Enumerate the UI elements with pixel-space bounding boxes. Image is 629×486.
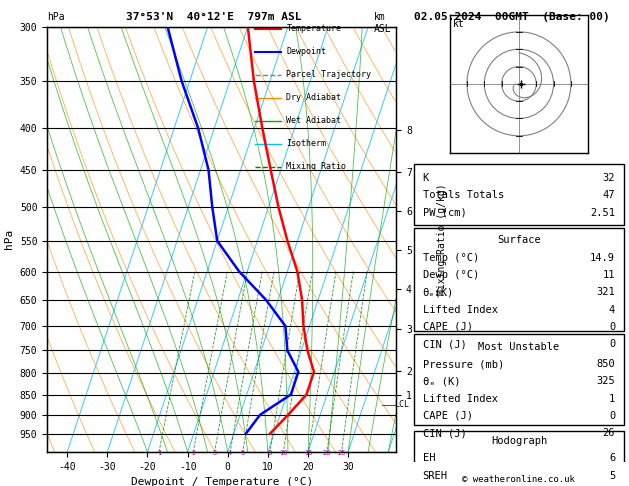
Text: 325: 325 bbox=[596, 376, 615, 386]
Y-axis label: hPa: hPa bbox=[4, 229, 14, 249]
FancyBboxPatch shape bbox=[414, 228, 624, 331]
Text: Totals Totals: Totals Totals bbox=[423, 191, 504, 200]
Text: θₑ (K): θₑ (K) bbox=[423, 376, 460, 386]
Text: 15: 15 bbox=[304, 450, 313, 455]
Text: 6: 6 bbox=[609, 453, 615, 463]
Text: Most Unstable: Most Unstable bbox=[478, 342, 560, 352]
Text: LCL: LCL bbox=[394, 400, 409, 409]
Text: 4: 4 bbox=[228, 450, 232, 455]
Text: 10: 10 bbox=[279, 450, 287, 455]
Text: 5: 5 bbox=[609, 470, 615, 481]
FancyBboxPatch shape bbox=[414, 334, 624, 425]
Text: Isotherm: Isotherm bbox=[286, 139, 326, 148]
Text: Temp (°C): Temp (°C) bbox=[423, 253, 479, 263]
Text: 25: 25 bbox=[337, 450, 346, 455]
Text: 0: 0 bbox=[609, 339, 615, 349]
Text: SREH: SREH bbox=[423, 470, 448, 481]
Text: Wet Adiabat: Wet Adiabat bbox=[286, 116, 342, 125]
Text: 5: 5 bbox=[240, 450, 245, 455]
Text: 47: 47 bbox=[603, 191, 615, 200]
Text: EH: EH bbox=[423, 453, 435, 463]
X-axis label: Dewpoint / Temperature (°C): Dewpoint / Temperature (°C) bbox=[131, 477, 313, 486]
Text: hPa: hPa bbox=[47, 12, 65, 22]
Text: CAPE (J): CAPE (J) bbox=[423, 322, 472, 332]
Text: 20: 20 bbox=[323, 450, 331, 455]
Text: 3: 3 bbox=[213, 450, 216, 455]
Text: Lifted Index: Lifted Index bbox=[423, 394, 498, 404]
FancyBboxPatch shape bbox=[414, 432, 624, 486]
Text: 1: 1 bbox=[157, 450, 161, 455]
Text: Dry Adiabat: Dry Adiabat bbox=[286, 93, 342, 102]
Text: km
ASL: km ASL bbox=[374, 12, 392, 34]
Text: θₑ(K): θₑ(K) bbox=[423, 287, 454, 297]
Text: 321: 321 bbox=[596, 287, 615, 297]
Text: 2.51: 2.51 bbox=[590, 208, 615, 218]
Text: © weatheronline.co.uk: © weatheronline.co.uk bbox=[462, 474, 576, 484]
Text: Dewpoint: Dewpoint bbox=[286, 47, 326, 56]
Text: Dewp (°C): Dewp (°C) bbox=[423, 270, 479, 280]
Text: 4: 4 bbox=[609, 305, 615, 314]
Text: 850: 850 bbox=[596, 359, 615, 369]
Text: Parcel Trajectory: Parcel Trajectory bbox=[286, 70, 371, 79]
Text: 1: 1 bbox=[609, 394, 615, 404]
Text: Surface: Surface bbox=[497, 235, 541, 245]
FancyBboxPatch shape bbox=[414, 164, 624, 225]
Text: 14.9: 14.9 bbox=[590, 253, 615, 263]
Text: 02.05.2024  00GMT  (Base: 00): 02.05.2024 00GMT (Base: 00) bbox=[414, 12, 610, 22]
Text: Mixing Ratio (g/kg): Mixing Ratio (g/kg) bbox=[437, 184, 447, 295]
Text: 37°53'N  40°12'E  797m ASL: 37°53'N 40°12'E 797m ASL bbox=[126, 12, 301, 22]
Text: kt: kt bbox=[452, 19, 464, 29]
Text: PW (cm): PW (cm) bbox=[423, 208, 467, 218]
Text: 0: 0 bbox=[609, 411, 615, 421]
Text: Mixing Ratio: Mixing Ratio bbox=[286, 162, 347, 171]
Text: CIN (J): CIN (J) bbox=[423, 428, 467, 438]
Text: Pressure (mb): Pressure (mb) bbox=[423, 359, 504, 369]
Text: CIN (J): CIN (J) bbox=[423, 339, 467, 349]
Text: 0: 0 bbox=[609, 322, 615, 332]
Text: CAPE (J): CAPE (J) bbox=[423, 411, 472, 421]
Text: Lifted Index: Lifted Index bbox=[423, 305, 498, 314]
Text: Temperature: Temperature bbox=[286, 24, 342, 34]
Text: 11: 11 bbox=[603, 270, 615, 280]
Text: 32: 32 bbox=[603, 173, 615, 183]
Text: Hodograph: Hodograph bbox=[491, 436, 547, 446]
Text: 8: 8 bbox=[268, 450, 272, 455]
Text: 2: 2 bbox=[191, 450, 196, 455]
Text: 26: 26 bbox=[603, 428, 615, 438]
Text: K: K bbox=[423, 173, 429, 183]
